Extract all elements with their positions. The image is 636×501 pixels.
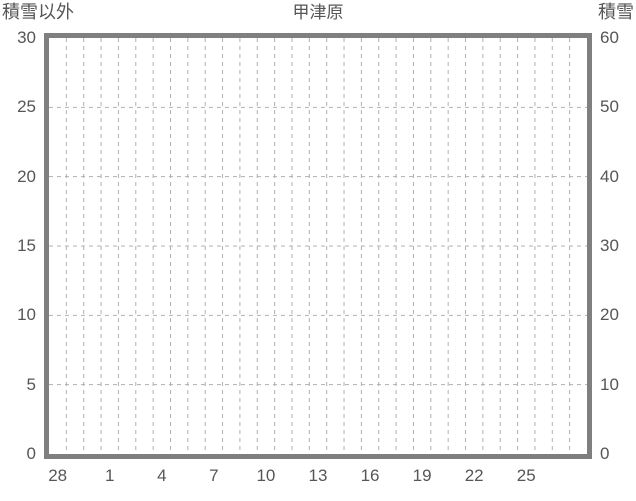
x-axis-tick-10: 10 xyxy=(256,466,276,485)
x-axis-tick-13: 13 xyxy=(308,466,328,485)
y-axis-left-tick-20: 20 xyxy=(17,166,36,186)
x-axis-tick-28: 28 xyxy=(48,466,68,485)
x-axis-tick-1: 1 xyxy=(105,466,115,485)
plot-inner xyxy=(49,38,587,454)
y-axis-left-tick-5: 5 xyxy=(26,374,36,394)
y-axis-right-tick-60: 60 xyxy=(600,28,619,47)
y-axis-left-tick-10: 10 xyxy=(17,305,36,325)
x-axis-tick-16: 16 xyxy=(360,466,380,485)
x-axis-tick-25: 25 xyxy=(516,466,536,485)
chart-title: 甲津原 xyxy=(292,3,344,22)
y-axis-right-tick-40: 40 xyxy=(600,166,619,186)
y-axis-right-tick-0: 0 xyxy=(600,444,610,463)
y-axis-right-tick-50: 50 xyxy=(600,97,619,117)
y-axis-left-tick-15: 15 xyxy=(17,236,36,255)
gridlines xyxy=(49,38,587,454)
x-axis-tick-4: 4 xyxy=(157,466,167,485)
plot-area xyxy=(44,33,592,459)
y-axis-right-tick-10: 10 xyxy=(600,374,619,394)
x-axis-tick-22: 22 xyxy=(464,466,484,485)
y-axis-right-tick-20: 20 xyxy=(600,305,619,325)
y-axis-left-tick-0: 0 xyxy=(26,444,36,463)
x-axis-tick-7: 7 xyxy=(209,466,219,485)
y-axis-left-tick-30: 30 xyxy=(17,28,36,47)
right-axis-caption: 積雪 xyxy=(598,2,634,22)
y-axis-right-tick-30: 30 xyxy=(600,236,619,255)
left-axis-caption: 積雪以外 xyxy=(2,2,74,22)
y-axis-left-tick-25: 25 xyxy=(17,97,36,117)
x-axis-tick-19: 19 xyxy=(412,466,432,485)
